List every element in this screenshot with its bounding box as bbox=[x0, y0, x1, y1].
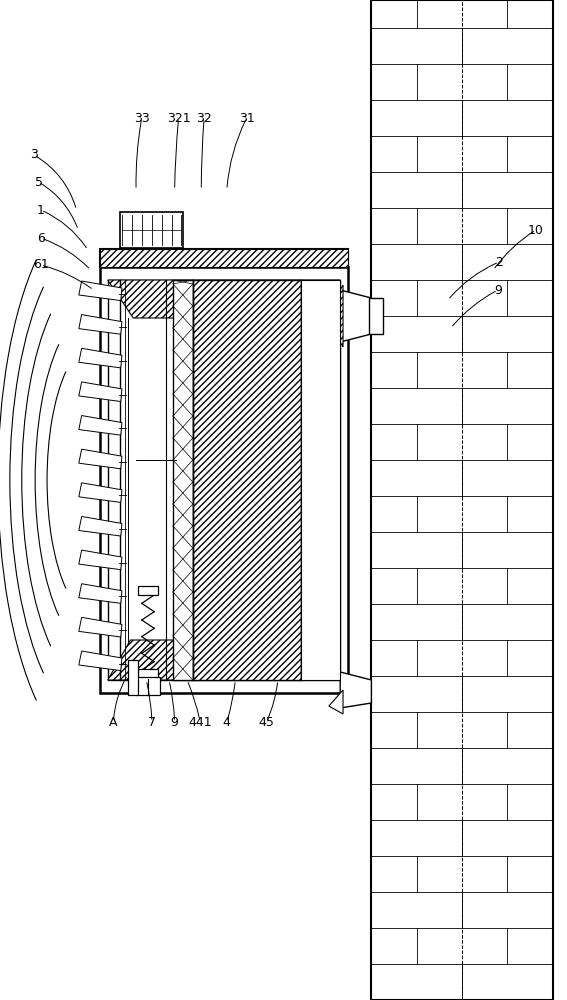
Polygon shape bbox=[79, 483, 122, 502]
Polygon shape bbox=[79, 516, 122, 536]
Polygon shape bbox=[100, 249, 348, 267]
Bar bbox=[173, 280, 193, 680]
Bar bbox=[136, 677, 160, 695]
Polygon shape bbox=[79, 382, 122, 402]
Bar bbox=[120, 212, 183, 248]
Text: 45: 45 bbox=[259, 716, 274, 728]
Bar bbox=[138, 586, 158, 595]
Polygon shape bbox=[79, 584, 122, 603]
Text: 33: 33 bbox=[134, 111, 150, 124]
Bar bbox=[128, 660, 138, 695]
Text: 9: 9 bbox=[171, 716, 179, 728]
Polygon shape bbox=[79, 651, 122, 671]
Text: 9: 9 bbox=[494, 284, 502, 296]
Polygon shape bbox=[340, 285, 343, 347]
Bar bbox=[371, 0, 553, 1000]
Bar bbox=[193, 280, 301, 680]
Bar bbox=[108, 280, 340, 680]
Polygon shape bbox=[340, 672, 371, 708]
Text: A: A bbox=[109, 716, 117, 728]
Polygon shape bbox=[329, 690, 343, 714]
Text: 32: 32 bbox=[196, 111, 212, 124]
Text: 6: 6 bbox=[37, 232, 45, 244]
Polygon shape bbox=[340, 290, 371, 342]
Polygon shape bbox=[79, 281, 122, 301]
Polygon shape bbox=[79, 617, 122, 637]
Text: 441: 441 bbox=[188, 716, 212, 728]
Polygon shape bbox=[108, 640, 340, 680]
Polygon shape bbox=[79, 416, 122, 435]
Text: 10: 10 bbox=[528, 224, 544, 236]
Bar bbox=[138, 669, 158, 678]
Polygon shape bbox=[79, 550, 122, 570]
Bar bbox=[369, 298, 383, 334]
Bar bbox=[100, 249, 348, 267]
Polygon shape bbox=[79, 449, 122, 469]
Text: 321: 321 bbox=[167, 111, 191, 124]
Text: 1: 1 bbox=[37, 204, 45, 217]
Text: 4: 4 bbox=[223, 716, 231, 728]
Text: 3: 3 bbox=[30, 148, 38, 161]
Polygon shape bbox=[79, 315, 122, 334]
Polygon shape bbox=[79, 348, 122, 368]
Bar bbox=[100, 267, 348, 693]
Text: 5: 5 bbox=[35, 176, 43, 188]
Text: 7: 7 bbox=[148, 716, 156, 728]
Text: 2: 2 bbox=[495, 255, 503, 268]
Bar bbox=[301, 280, 340, 680]
Polygon shape bbox=[108, 280, 340, 318]
Text: 31: 31 bbox=[239, 111, 255, 124]
Text: 61: 61 bbox=[33, 258, 49, 271]
